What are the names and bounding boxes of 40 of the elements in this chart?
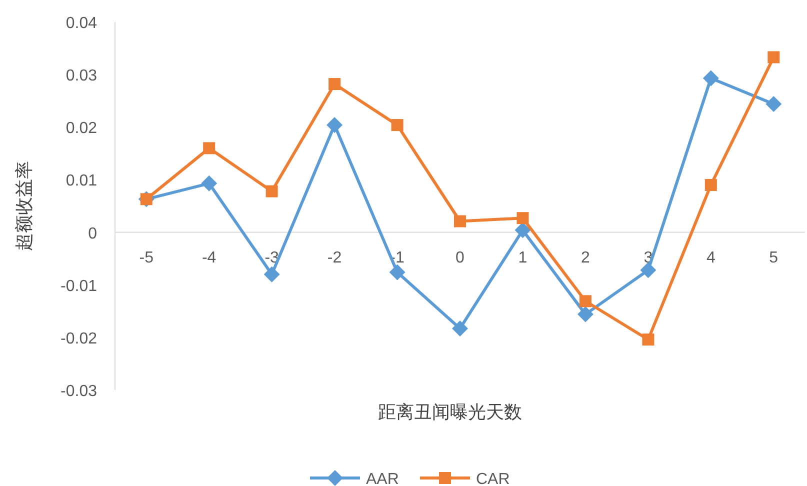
point xyxy=(264,266,280,282)
point xyxy=(201,175,218,192)
y-axis-title: 超额收益率 xyxy=(14,161,34,251)
point xyxy=(704,178,717,191)
point xyxy=(389,264,406,280)
point xyxy=(391,119,404,132)
point xyxy=(702,70,719,86)
legend-label: CAR xyxy=(476,471,510,486)
point xyxy=(579,295,592,308)
point xyxy=(640,262,656,278)
x-tick-label: 2 xyxy=(581,249,590,266)
x-tick-label: 5 xyxy=(769,249,778,266)
y-tick-label: 0.04 xyxy=(66,15,98,32)
point xyxy=(516,212,529,224)
point xyxy=(452,320,468,336)
point xyxy=(577,306,594,322)
x-axis-title: 距离丑闻曝光天数 xyxy=(378,402,522,422)
y-tick-label: -0.03 xyxy=(60,383,98,400)
point xyxy=(768,51,780,64)
x-tick-label: -4 xyxy=(202,249,216,266)
point xyxy=(766,96,782,112)
point xyxy=(328,78,341,90)
legend-label: AAR xyxy=(366,471,399,486)
point xyxy=(203,142,216,154)
x-tick-label: 0 xyxy=(456,249,465,266)
y-tick-label: -0.01 xyxy=(60,278,98,295)
y-tick-label: 0.02 xyxy=(66,120,98,138)
point xyxy=(266,185,278,198)
point xyxy=(326,117,343,134)
point xyxy=(454,215,466,228)
y-tick-label: 0 xyxy=(88,225,98,242)
x-tick-label: 1 xyxy=(518,249,528,266)
x-tick-label: -5 xyxy=(139,249,154,266)
y-tick-label: 0.03 xyxy=(66,68,98,85)
x-tick-label: 4 xyxy=(706,249,716,266)
point xyxy=(642,334,654,346)
y-tick-label: -0.02 xyxy=(60,330,98,348)
point xyxy=(514,222,531,238)
x-tick-label: -2 xyxy=(327,249,342,266)
y-tick-label: 0.01 xyxy=(66,172,98,190)
